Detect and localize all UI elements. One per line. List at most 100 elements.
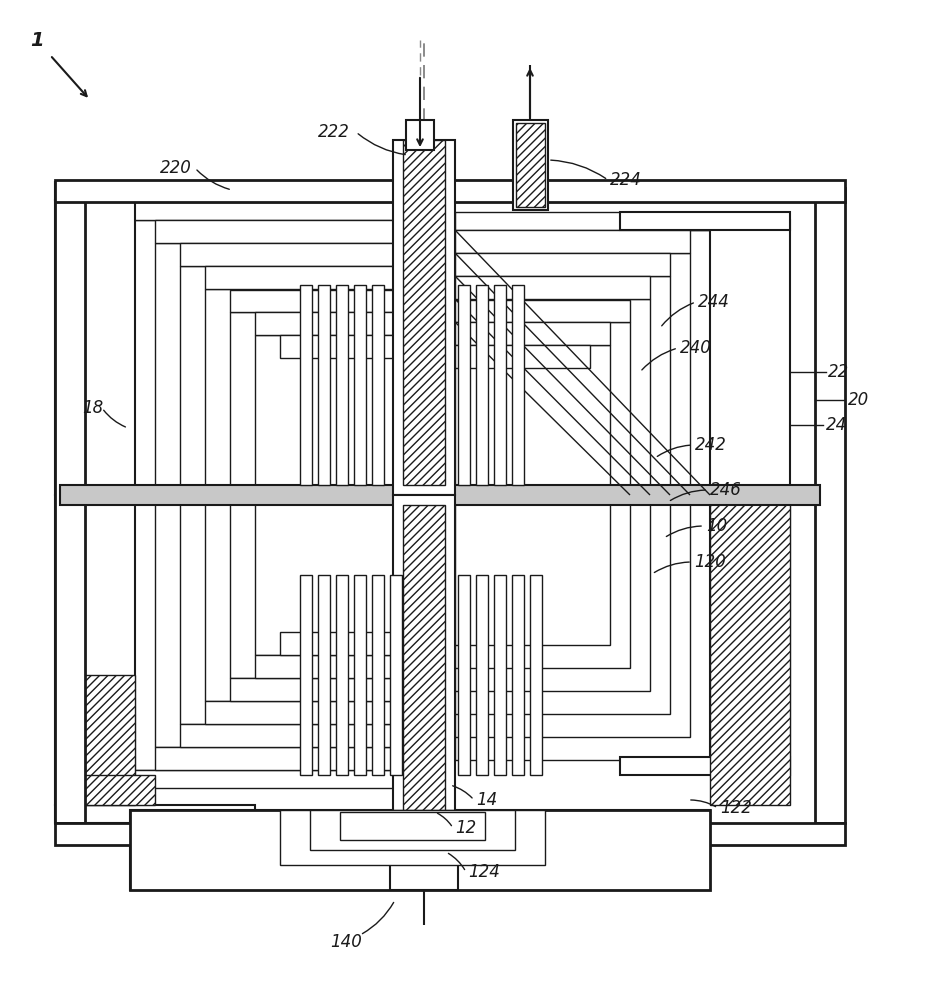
Text: 242: 242 bbox=[695, 436, 727, 454]
Bar bbox=[455, 322, 610, 345]
Text: 14: 14 bbox=[476, 791, 498, 809]
Bar bbox=[318, 575, 330, 775]
Bar bbox=[230, 495, 393, 678]
Bar bbox=[55, 180, 845, 202]
Bar bbox=[455, 230, 710, 495]
Bar bbox=[455, 253, 690, 495]
Bar bbox=[710, 495, 790, 775]
Bar bbox=[354, 575, 366, 775]
Text: 18: 18 bbox=[82, 399, 103, 417]
Bar bbox=[300, 285, 312, 485]
Bar bbox=[130, 495, 393, 770]
Bar bbox=[130, 810, 710, 890]
Bar bbox=[130, 220, 393, 495]
Text: 222: 222 bbox=[318, 123, 350, 141]
Text: 20: 20 bbox=[848, 391, 870, 409]
Bar bbox=[455, 495, 670, 714]
Bar bbox=[455, 299, 650, 495]
Bar bbox=[55, 823, 845, 845]
Bar bbox=[458, 575, 470, 775]
Bar bbox=[55, 805, 135, 823]
Bar bbox=[815, 188, 845, 823]
Bar bbox=[455, 345, 610, 495]
Text: 12: 12 bbox=[455, 819, 476, 837]
Bar bbox=[180, 243, 393, 266]
Bar bbox=[620, 757, 790, 775]
Bar bbox=[55, 200, 85, 823]
Text: 1: 1 bbox=[30, 30, 44, 49]
Text: 224: 224 bbox=[610, 171, 642, 189]
Bar bbox=[80, 675, 135, 805]
Bar bbox=[310, 810, 515, 850]
Bar bbox=[455, 495, 650, 691]
Bar bbox=[255, 312, 393, 335]
Text: 244: 244 bbox=[698, 293, 730, 311]
Bar bbox=[494, 575, 506, 775]
Bar bbox=[155, 243, 393, 495]
Text: 22: 22 bbox=[828, 363, 849, 381]
Bar bbox=[455, 212, 710, 230]
Bar bbox=[458, 285, 470, 485]
Bar bbox=[55, 182, 255, 200]
Bar bbox=[130, 810, 710, 890]
Bar bbox=[455, 495, 630, 668]
Bar bbox=[455, 276, 670, 495]
Bar bbox=[155, 495, 393, 747]
Bar bbox=[255, 655, 393, 678]
Bar bbox=[455, 230, 690, 253]
Bar bbox=[403, 140, 445, 485]
Bar bbox=[455, 300, 630, 322]
Bar bbox=[336, 285, 348, 485]
Bar bbox=[530, 575, 542, 775]
Bar bbox=[318, 285, 330, 485]
Bar bbox=[60, 485, 820, 505]
Bar bbox=[180, 495, 393, 724]
Bar bbox=[455, 495, 610, 645]
Bar bbox=[455, 322, 630, 495]
Text: 10: 10 bbox=[706, 517, 727, 535]
Bar bbox=[406, 120, 434, 150]
Bar bbox=[710, 495, 790, 805]
Bar bbox=[205, 289, 393, 495]
Bar bbox=[55, 200, 135, 495]
Bar bbox=[620, 212, 790, 230]
Bar bbox=[372, 575, 384, 775]
Bar bbox=[512, 285, 524, 485]
Bar bbox=[393, 495, 455, 850]
Bar bbox=[710, 220, 790, 495]
Bar bbox=[393, 140, 455, 495]
Bar bbox=[130, 770, 393, 788]
Bar bbox=[372, 285, 384, 485]
Bar bbox=[55, 805, 255, 823]
Text: 140: 140 bbox=[330, 933, 362, 951]
Bar bbox=[205, 701, 393, 724]
Bar bbox=[230, 312, 393, 495]
Text: 246: 246 bbox=[710, 481, 742, 499]
Bar bbox=[476, 575, 488, 775]
Bar bbox=[155, 747, 393, 770]
Bar bbox=[155, 220, 393, 243]
Bar bbox=[280, 632, 393, 655]
Bar bbox=[130, 202, 393, 220]
Bar bbox=[80, 775, 155, 805]
Text: 122: 122 bbox=[720, 799, 752, 817]
Bar bbox=[255, 495, 393, 655]
Text: 240: 240 bbox=[680, 339, 712, 357]
Bar bbox=[512, 575, 524, 775]
Bar bbox=[180, 724, 393, 747]
Bar bbox=[354, 285, 366, 485]
Bar bbox=[55, 495, 135, 805]
Bar bbox=[455, 345, 590, 368]
Bar bbox=[300, 575, 312, 775]
Bar bbox=[513, 120, 548, 210]
Bar bbox=[390, 855, 458, 890]
Bar bbox=[205, 495, 393, 701]
Bar bbox=[516, 123, 545, 207]
Bar bbox=[280, 810, 545, 865]
Bar bbox=[455, 495, 690, 737]
Bar bbox=[230, 678, 393, 701]
Bar bbox=[280, 335, 393, 358]
Bar bbox=[390, 575, 402, 775]
Bar bbox=[403, 505, 445, 840]
Text: 24: 24 bbox=[826, 416, 847, 434]
